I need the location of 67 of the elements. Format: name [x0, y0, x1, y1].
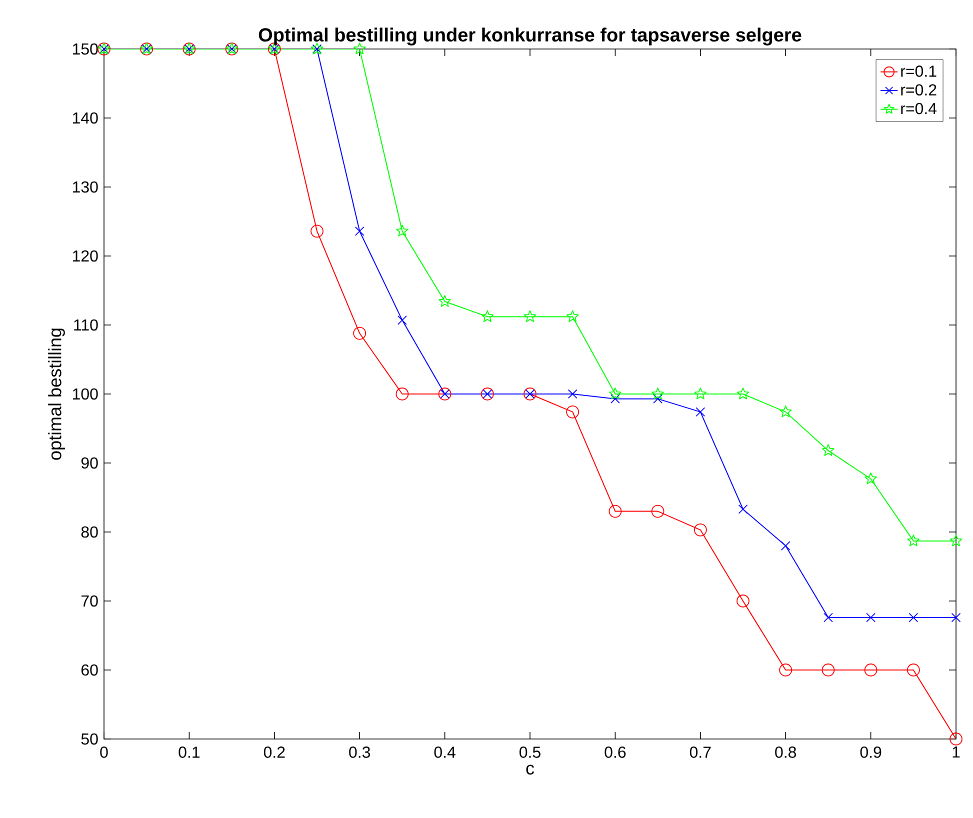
point	[779, 405, 792, 418]
point	[568, 389, 578, 399]
point	[566, 405, 580, 418]
point	[736, 594, 750, 608]
point	[354, 226, 364, 236]
point	[864, 664, 878, 676]
x-tick-label: 0.9	[860, 746, 882, 758]
point	[481, 310, 494, 322]
point	[310, 224, 324, 238]
legend-label: r=0.1	[901, 66, 936, 77]
y-tick-label: 120	[72, 250, 98, 262]
point	[951, 612, 961, 622]
x-tick-label: 0.4	[434, 746, 456, 758]
y-tick-label: 130	[72, 181, 98, 193]
y-tick-label: 70	[81, 595, 98, 607]
point	[651, 504, 664, 518]
x-tick-label: 0	[100, 746, 108, 758]
point	[950, 732, 962, 746]
y-tick-label: 100	[72, 388, 98, 400]
x-tick-label: 0.8	[775, 746, 796, 758]
point	[738, 504, 748, 514]
point	[908, 612, 918, 622]
point	[438, 295, 451, 307]
x-tick-label: 0.7	[690, 746, 711, 758]
point	[353, 326, 366, 340]
point	[694, 523, 707, 536]
legend-label: r=0.2	[901, 84, 936, 96]
x-axis-title: c	[526, 764, 534, 775]
point	[736, 388, 750, 400]
point	[824, 612, 833, 622]
y-tick-label: 110	[74, 319, 98, 331]
point	[696, 407, 706, 417]
y-tick-label: 140	[72, 112, 98, 124]
y-axis-title: optimal bestilling	[48, 328, 65, 460]
y-tick-label: 150	[72, 43, 98, 55]
point	[780, 541, 790, 550]
x-tick-label: 0.2	[264, 746, 285, 758]
y-tick-label: 80	[81, 526, 98, 538]
chart-title: Optimal bestilling under konkurranse for tapsaverse selgere	[258, 28, 802, 46]
point	[396, 224, 408, 236]
point	[652, 388, 664, 400]
point	[907, 534, 920, 546]
y-tick-label: 90	[81, 457, 98, 469]
point	[609, 388, 622, 400]
point	[779, 664, 792, 676]
point	[950, 534, 962, 546]
point	[906, 664, 920, 676]
point	[524, 310, 536, 322]
point	[822, 664, 835, 676]
x-tick-label: 0.3	[349, 746, 370, 758]
x-tick-label: 0.6	[604, 746, 626, 758]
point	[396, 388, 409, 400]
point	[610, 394, 620, 404]
point	[866, 612, 876, 622]
point	[608, 504, 622, 518]
x-tick-label: 0.1	[178, 746, 200, 758]
x-tick-label: 0.5	[520, 746, 540, 758]
point	[822, 444, 834, 456]
y-tick-label: 50	[81, 733, 98, 745]
x-tick-label: 1	[952, 746, 960, 758]
point	[566, 310, 579, 322]
point	[694, 388, 707, 400]
point	[864, 472, 877, 484]
point	[653, 394, 663, 404]
legend-label: r=0.4	[901, 102, 937, 114]
y-tick-label: 60	[81, 664, 98, 676]
point	[398, 315, 407, 325]
